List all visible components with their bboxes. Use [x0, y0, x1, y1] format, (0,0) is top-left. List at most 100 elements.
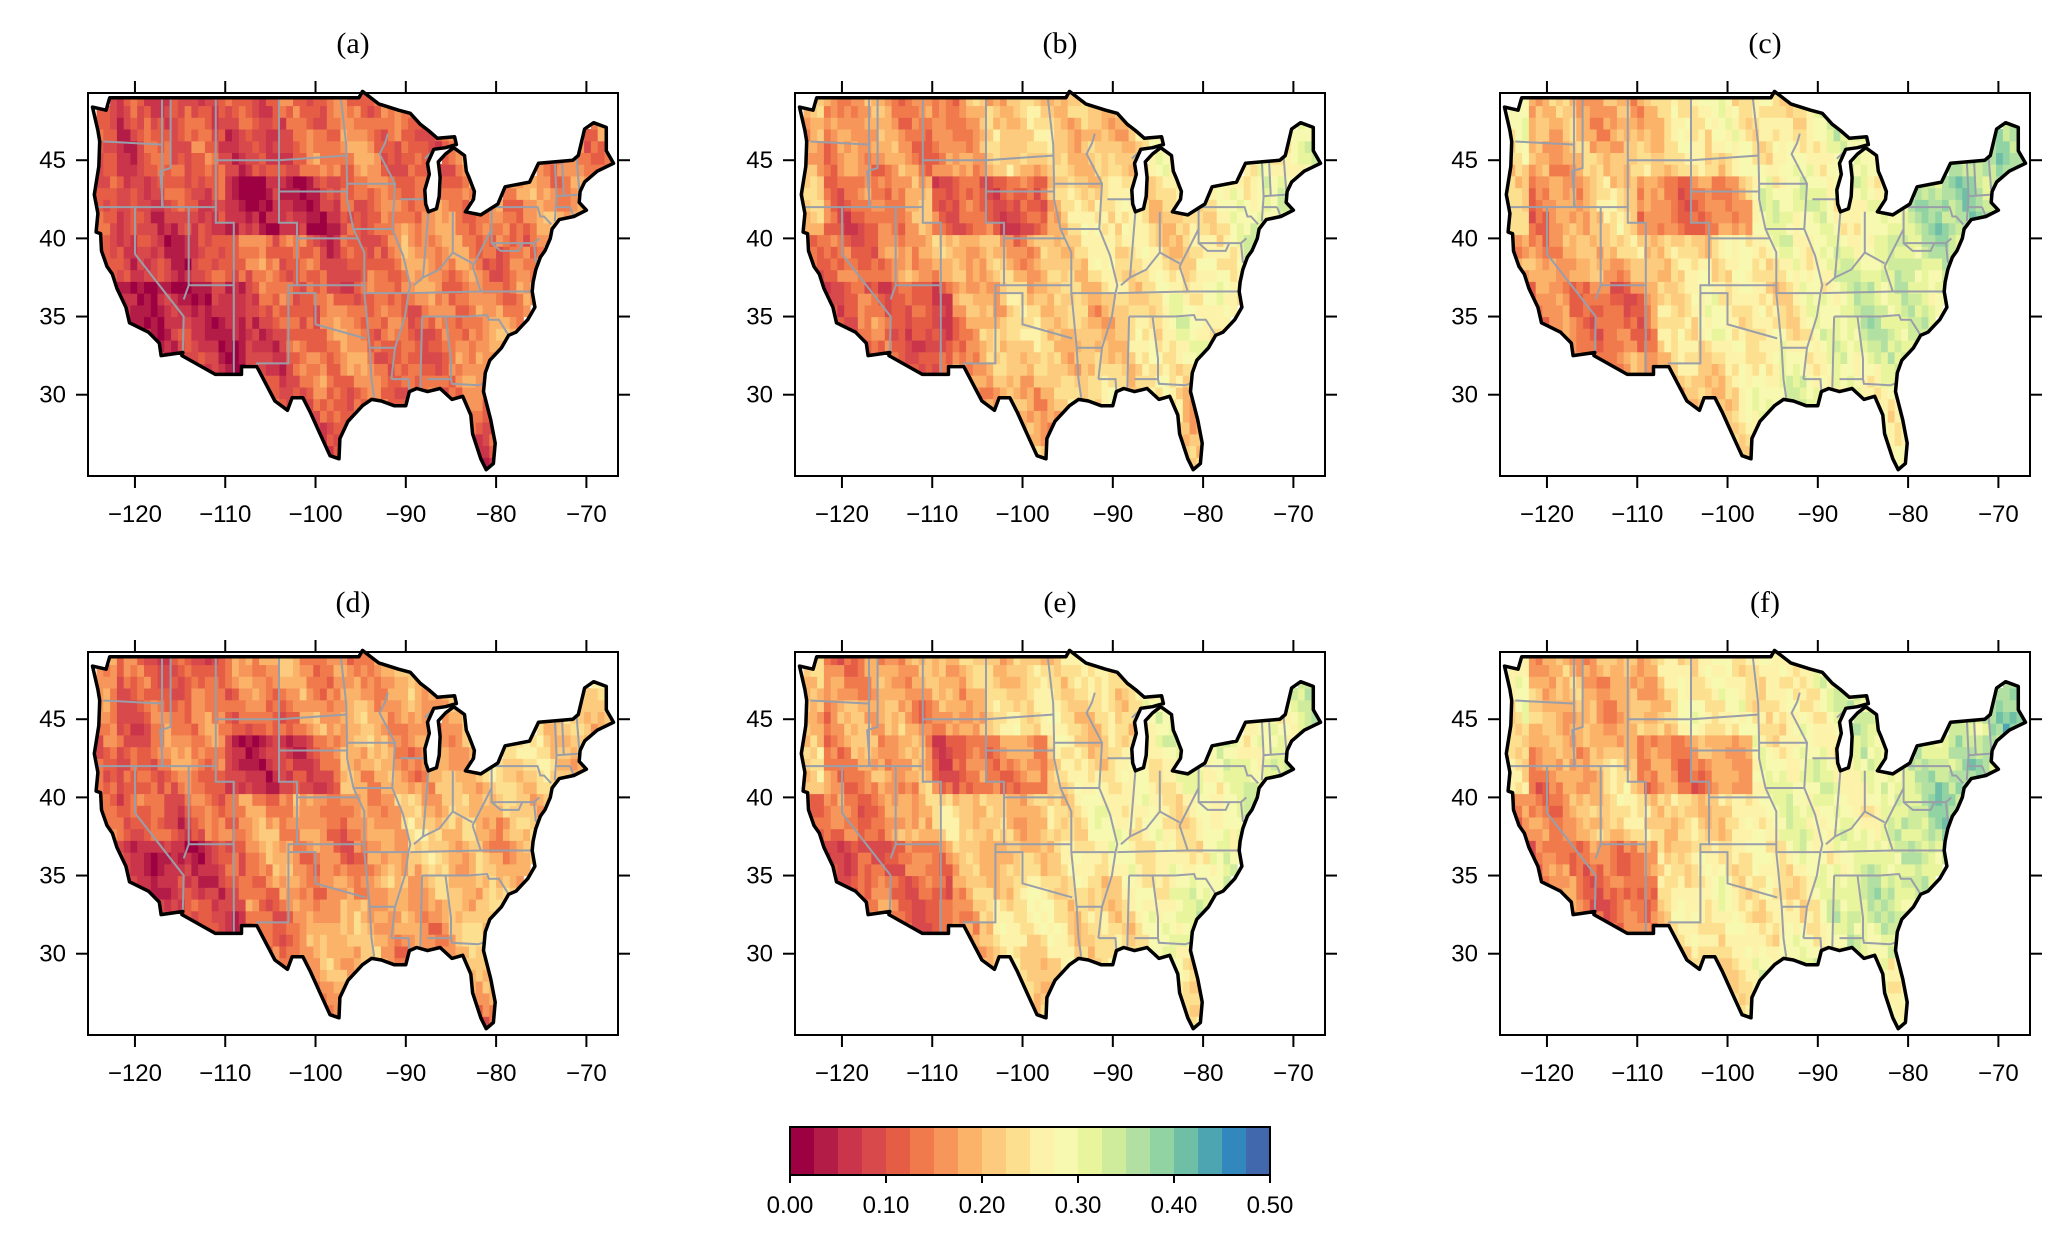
- colorbar-swatch: [1150, 1127, 1175, 1175]
- map-panel-c: (c) −120 −110 −100 −90 −80 −70 30 35 40 45: [1451, 27, 2042, 528]
- x-tick-label: −70: [1978, 501, 2019, 528]
- x-tick-label: −110: [906, 501, 958, 528]
- y-tick-label: 35: [746, 304, 773, 331]
- y-tick-label: 35: [39, 863, 66, 890]
- colorbar: 0.00 0.10 0.20 0.30 0.40 0.50: [767, 1126, 1294, 1219]
- panel-frame-f: [1499, 651, 2031, 1036]
- y-tick-label: 35: [1451, 863, 1478, 890]
- state-boundaries-f: [1509, 656, 1993, 957]
- x-tick-label: −110: [1611, 1060, 1663, 1087]
- x-tick-label: −110: [1611, 501, 1663, 528]
- x-tick-label: −90: [1797, 501, 1838, 528]
- x-tick-label: −80: [1183, 501, 1224, 528]
- panel-frame-c: [1499, 92, 2031, 477]
- colorbar-swatch: [1030, 1127, 1055, 1175]
- y-tick-label: 45: [746, 706, 773, 733]
- x-tick-label: −70: [566, 501, 607, 528]
- panel-title-e: (e): [1043, 586, 1076, 619]
- panel-title-d: (d): [336, 586, 371, 619]
- conus-outline-b: [797, 89, 1323, 472]
- map-panel-e: (e) −120 −110 −100 −90 −80 −70 30 35 40 45: [746, 586, 1337, 1087]
- colorbar-swatch: [1198, 1127, 1223, 1175]
- x-tick-label: −120: [815, 1060, 869, 1087]
- colorbar-swatch: [910, 1127, 935, 1175]
- y-tick-label: 30: [39, 941, 66, 968]
- y-tick-label: 45: [746, 147, 773, 174]
- x-tick-label: −80: [476, 1060, 517, 1087]
- x-tick-label: −80: [1183, 1060, 1224, 1087]
- colorbar-swatch: [886, 1127, 911, 1175]
- y-tick-label: 40: [1451, 225, 1478, 252]
- conus-outline-d: [90, 648, 616, 1031]
- y-tick-label: 30: [39, 382, 66, 409]
- colorbar-swatch: [934, 1127, 959, 1175]
- colorbar-swatch: [814, 1127, 839, 1175]
- state-boundaries-a: [97, 97, 581, 398]
- x-tick-label: −100: [1700, 501, 1754, 528]
- x-tick-label: −110: [906, 1060, 958, 1087]
- x-tick-label: −110: [199, 501, 251, 528]
- x-tick-label: −120: [815, 501, 869, 528]
- x-tick-label: −80: [1888, 501, 1929, 528]
- conus-outline-e: [797, 648, 1323, 1031]
- state-boundaries-e: [804, 656, 1288, 957]
- colorbar-tick-label: 0.10: [863, 1192, 910, 1219]
- colorbar-swatch: [838, 1127, 863, 1175]
- map-panel-b: (b) −120 −110 −100 −90 −80 −70 30 35 40 45: [746, 27, 1337, 528]
- colorbar-swatch: [1222, 1127, 1247, 1175]
- panel-title-f: (f): [1750, 586, 1780, 619]
- conus-outline-c: [1502, 89, 2028, 472]
- colorbar-tick-label: 0.50: [1247, 1192, 1294, 1219]
- raster-e: [799, 652, 1321, 1029]
- colorbar-swatch: [1174, 1127, 1199, 1175]
- colorbar-swatch: [1246, 1127, 1271, 1175]
- y-tick-label: 45: [39, 706, 66, 733]
- y-tick-label: 40: [39, 225, 66, 252]
- panel-title-b: (b): [1043, 27, 1078, 60]
- colorbar-swatch: [1078, 1127, 1103, 1175]
- y-tick-label: 30: [746, 941, 773, 968]
- y-tick-label: 35: [746, 863, 773, 890]
- y-tick-label: 35: [39, 304, 66, 331]
- x-tick-label: −80: [1888, 1060, 1929, 1087]
- x-tick-label: −120: [1520, 501, 1574, 528]
- panel-frame-e: [794, 651, 1326, 1036]
- x-tick-label: −100: [995, 1060, 1049, 1087]
- x-tick-label: −100: [1700, 1060, 1754, 1087]
- x-tick-label: −110: [199, 1060, 251, 1087]
- y-tick-label: 35: [1451, 304, 1478, 331]
- y-tick-label: 30: [1451, 941, 1478, 968]
- x-tick-label: −120: [1520, 1060, 1574, 1087]
- colorbar-tick-label: 0.30: [1055, 1192, 1102, 1219]
- panel-title-c: (c): [1748, 27, 1781, 60]
- panel-title-a: (a): [336, 27, 369, 60]
- x-tick-label: −90: [1092, 501, 1133, 528]
- colorbar-swatch: [862, 1127, 887, 1175]
- raster-c: [1504, 93, 2026, 470]
- x-tick-label: −100: [995, 501, 1049, 528]
- x-tick-label: −70: [1273, 1060, 1314, 1087]
- colorbar-tick-label: 0.20: [959, 1192, 1006, 1219]
- y-tick-label: 30: [746, 382, 773, 409]
- x-tick-label: −90: [385, 1060, 426, 1087]
- x-tick-label: −100: [288, 1060, 342, 1087]
- y-tick-label: 40: [746, 225, 773, 252]
- map-panel-d: (d) −120 −110 −100 −90 −80 −70 30 35 40 45: [39, 586, 630, 1087]
- x-tick-label: −70: [1978, 1060, 2019, 1087]
- colorbar-swatch: [1102, 1127, 1127, 1175]
- y-tick-label: 45: [39, 147, 66, 174]
- state-boundaries-d: [97, 656, 581, 957]
- map-panel-a: (a) −120 −110 −100 −90 −80 −70 30 35 40 45: [39, 27, 630, 528]
- colorbar-swatch: [1006, 1127, 1031, 1175]
- x-tick-label: −90: [1092, 1060, 1133, 1087]
- x-tick-label: −100: [288, 501, 342, 528]
- map-panel-f: (f) −120 −110 −100 −90 −80 −70 30 35 40 45: [1451, 586, 2042, 1087]
- colorbar-tick-label: 0.00: [767, 1192, 814, 1219]
- conus-outline-f: [1502, 648, 2028, 1031]
- y-tick-label: 30: [1451, 382, 1478, 409]
- x-tick-label: −120: [108, 501, 162, 528]
- panel-frame-d: [87, 651, 619, 1036]
- colorbar-swatch: [958, 1127, 983, 1175]
- x-tick-label: −90: [1797, 1060, 1838, 1087]
- colorbar-swatch: [982, 1127, 1007, 1175]
